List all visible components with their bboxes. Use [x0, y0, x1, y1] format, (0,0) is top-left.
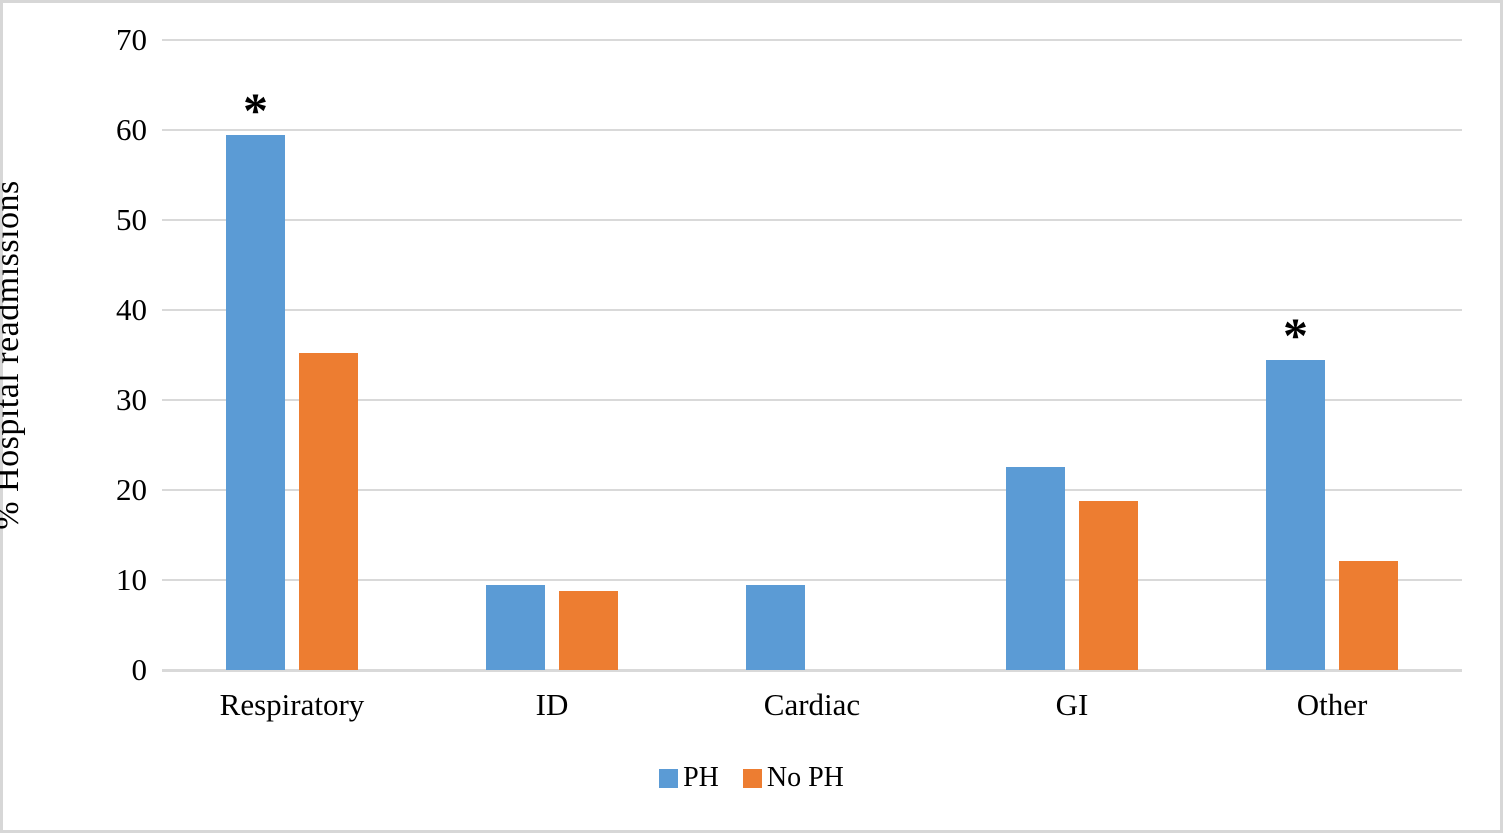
bar-ph-cardiac [746, 584, 805, 670]
gridline-10 [162, 579, 1462, 581]
y-tick-label-10: 10 [116, 562, 147, 597]
legend-item-ph: PH [659, 763, 719, 793]
y-tick-label-60: 60 [116, 112, 147, 147]
bar-ph-id [486, 584, 545, 670]
significance-asterisk-other: * [1283, 306, 1308, 363]
bar-no-ph-respiratory [299, 353, 358, 670]
y-tick-label-50: 50 [116, 202, 147, 237]
legend-label: PH [683, 762, 719, 793]
x-category-label-other: Other [1296, 687, 1368, 722]
gridline-70 [162, 39, 1462, 41]
y-axis-title-text: % Hospital readmissions [0, 180, 26, 530]
legend-item-no-ph: No PH [742, 762, 844, 793]
legend-label: No PH [766, 762, 844, 793]
bar-no-ph-gi [1079, 500, 1138, 670]
x-category-label-id: ID [535, 687, 569, 722]
gridline-60 [162, 129, 1462, 131]
gridline-50 [162, 219, 1462, 221]
gridline-40 [162, 309, 1462, 311]
legend-swatch-no-ph [742, 768, 762, 788]
legend: PH No PH [0, 763, 1503, 793]
legend-swatch-ph [659, 768, 679, 788]
bar-ph-respiratory [226, 134, 285, 670]
y-tick-label-40: 40 [116, 292, 147, 327]
y-tick-label-0: 0 [131, 652, 148, 687]
bar-no-ph-other [1339, 561, 1398, 670]
gridline-30 [162, 399, 1462, 401]
y-tick-label-30: 30 [116, 382, 147, 417]
x-axis-line [162, 669, 1462, 672]
significance-asterisk-respiratory: * [243, 81, 268, 138]
x-category-label-respiratory: Respiratory [219, 687, 365, 722]
y-tick-label-70: 70 [116, 22, 147, 57]
x-category-label-cardiac: Cardiac [763, 687, 861, 722]
x-category-label-gi: GI [1055, 687, 1089, 722]
gridline-20 [162, 489, 1462, 491]
bar-ph-other [1266, 359, 1325, 670]
bar-no-ph-id [559, 590, 618, 670]
bar-ph-gi [1006, 466, 1065, 670]
y-tick-label-20: 20 [116, 472, 147, 507]
